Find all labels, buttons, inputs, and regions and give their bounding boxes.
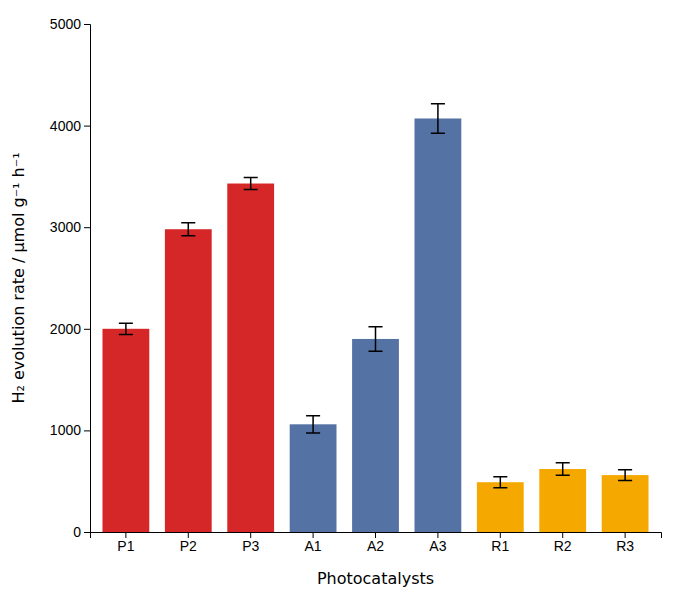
y-axis-title: H₂ evolution rate / μmol g⁻¹ h⁻¹ [9,152,28,403]
bar [477,482,524,532]
tick-label: A3 [429,538,446,554]
tick-label: R3 [616,538,634,554]
tick-label: R2 [554,538,572,554]
tick-label: P2 [180,538,197,554]
tick: A1 [305,532,322,554]
tick: P1 [117,532,134,554]
error-bar [181,223,195,236]
tick: R1 [491,532,509,554]
tick-label: 0 [73,524,81,540]
x-axis-title: Photocatalysts [317,569,434,588]
tick: 2000 [50,321,90,337]
tick-label: P3 [242,538,259,554]
bar [227,184,274,532]
error-bar [618,470,632,481]
y-axis: 0 1000 2000 3000 4000 5000 [50,16,91,540]
tick: P2 [180,532,197,554]
error-bar [431,104,445,133]
x-axis: P1 P2 P3 A1 A2 A3 R1 R2 R3 [91,532,662,554]
tick-mark [84,227,90,228]
bar [539,469,586,532]
chart: P1P2P3A1A2A3R1R2R3010002000300040005000P… [0,0,685,602]
error-bar [119,323,133,334]
tick: 5000 [50,16,90,32]
tick: 1000 [50,422,90,438]
tick-label: A2 [367,538,384,554]
tick: P3 [242,532,259,554]
error-bar [244,178,258,190]
tick-label: P1 [117,538,134,554]
tick-mark [84,24,90,25]
tick-label: 2000 [50,321,81,337]
plot: P1 P2 P3 A1 A2 A3 R1 R2 R3 0 1000 2000 3000 4000 5000 [50,16,662,554]
tick-label: 3000 [50,219,81,235]
tick-mark [84,430,90,431]
tick-mark [84,329,90,330]
tick-label: 4000 [50,118,81,134]
tick: R3 [616,532,634,554]
tick-label: R1 [491,538,509,554]
tick: 3000 [50,219,90,235]
bar [352,339,399,532]
marks [102,104,648,532]
tick-mark [84,532,90,533]
tick-label: 1000 [50,422,81,438]
error-bar [368,327,382,351]
error-bar [493,477,507,488]
tick: A2 [367,532,384,554]
tick-mark [84,126,90,127]
error-bar [306,416,320,433]
tick-label: 5000 [50,16,81,32]
bar [290,424,337,532]
tick: R2 [554,532,572,554]
bar [602,475,649,532]
axis-line [84,25,91,533]
error-bar [556,463,570,476]
tick-label: A1 [305,538,322,554]
tick: 4000 [50,118,90,134]
tick: 0 [73,524,90,540]
bar [415,118,462,532]
bar [165,229,212,532]
tick: A3 [429,532,446,554]
bar [102,329,149,532]
